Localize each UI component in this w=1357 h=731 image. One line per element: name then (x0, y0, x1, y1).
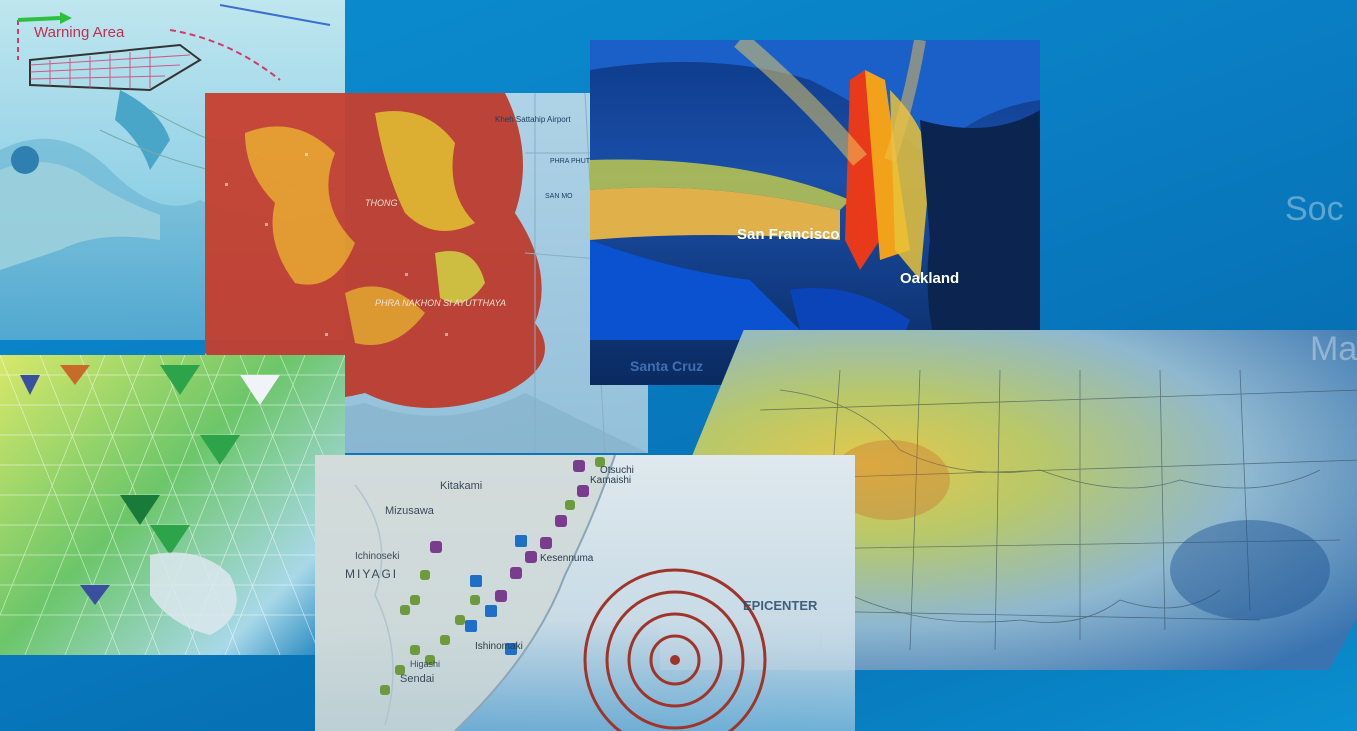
flood-label-sanmo: SAN MO (545, 193, 573, 200)
miyagi-label: MIYAGI (345, 567, 399, 581)
san-francisco-label: San Francisco (737, 226, 840, 243)
higashi-label: Higashi (410, 659, 441, 669)
japan-earthquake-map: Kitakami Mizusawa Ichinoseki MIYAGI Kese… (315, 455, 855, 731)
kitakami-label: Kitakami (440, 480, 483, 492)
ichinoseki-label: Ichinoseki (355, 551, 400, 562)
otsuchi-label: Otsuchi (600, 465, 634, 476)
tsunami-map: San Francisco Oakland Santa Cruz (590, 40, 1040, 385)
side-text-ma: Ma (1310, 330, 1357, 368)
side-text-soc: Soc (1285, 190, 1344, 228)
flood-label-airport: Kheh Sattahip Airport (495, 115, 571, 124)
marker-cluster (430, 460, 589, 602)
kesennuma-label: Kesennuma (540, 553, 594, 564)
warning-area-label: Warning Area (34, 24, 125, 41)
flood-label-thong: THONG (365, 198, 398, 208)
oakland-label: Oakland (900, 270, 960, 287)
kamaishi-label: Kamaishi (590, 475, 632, 486)
santa-cruz-label: Santa Cruz (630, 358, 704, 374)
sendai-label: Sendai (400, 673, 435, 685)
epicenter-label: EPICENTER (743, 598, 818, 613)
flood-label-phutthabat: PHRA PHUTTHABAT (550, 158, 618, 165)
mizusawa-label: Mizusawa (385, 505, 434, 517)
ishinomaki-label: Ishinomaki (475, 641, 523, 652)
mesh-map (0, 355, 345, 655)
flood-label-ayutthaya: PHRA NAKHON SI AYUTTHAYA (375, 298, 507, 308)
